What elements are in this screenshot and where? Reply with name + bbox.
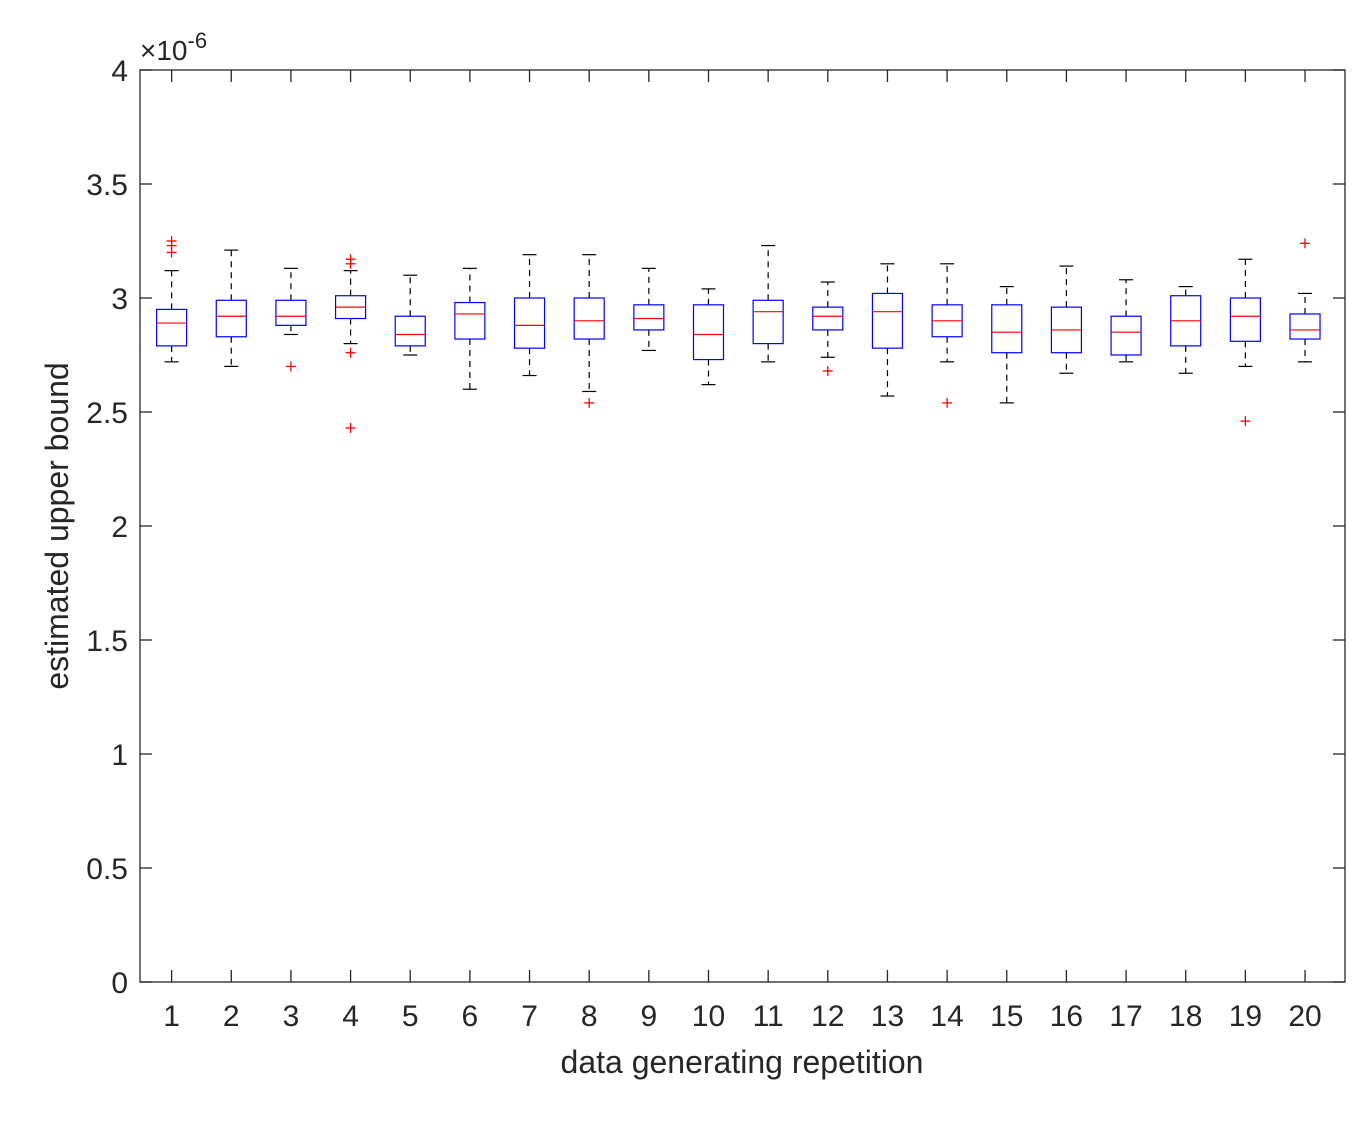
x-tick-label: 5: [402, 1000, 419, 1033]
box-7: [513, 254, 546, 377]
x-tick-label: 19: [1229, 1000, 1262, 1033]
x-tick-label: 11: [753, 1000, 784, 1033]
box-9: [633, 267, 665, 352]
x-tick-label: 18: [1169, 1000, 1202, 1033]
iqr-box: [275, 299, 307, 326]
x-tick-label: 3: [283, 1000, 300, 1033]
x-tick-label: 12: [811, 1000, 844, 1033]
box-15: [991, 286, 1023, 404]
y-tick-label: 0: [111, 967, 128, 1000]
y-axis-label: estimated upper bound: [39, 362, 75, 689]
box-1: [156, 236, 188, 363]
x-tick-label: 2: [223, 1000, 240, 1033]
box-3: [275, 267, 307, 372]
box-12: [812, 281, 844, 376]
box-2: [215, 249, 247, 367]
iqr-box: [215, 299, 247, 338]
outlier-marker: [345, 422, 356, 433]
x-tick-label: 20: [1288, 1000, 1321, 1033]
x-axis-label: data generating repetition: [561, 1044, 924, 1080]
box-4: [334, 254, 367, 433]
y-tick-label: 2.5: [86, 397, 128, 430]
outlier-marker: [584, 397, 595, 408]
x-tick-label: 15: [990, 1000, 1023, 1033]
box-20: [1289, 238, 1321, 363]
x-tick-label: 4: [342, 1000, 359, 1033]
iqr-box: [156, 308, 188, 347]
outlier-marker: [166, 236, 177, 246]
box-17: [1110, 279, 1142, 363]
x-tick-label: 6: [462, 1000, 479, 1033]
y-tick-label: 3.5: [86, 169, 128, 202]
iqr-box: [752, 299, 784, 345]
y-exponent-label: ×10-6: [140, 28, 207, 66]
y-tick-label: 1.5: [86, 625, 128, 658]
x-tick-label: 10: [692, 1000, 725, 1033]
x-tick-label: 7: [521, 1000, 538, 1033]
outlier-marker: [345, 347, 356, 358]
plot-area-frame: [139, 69, 1346, 983]
plot-marks: [156, 236, 1321, 433]
y-tick-label: 3: [111, 283, 128, 316]
iqr-box: [871, 292, 904, 349]
iqr-box: [633, 304, 665, 331]
x-tick-label: 8: [581, 1000, 598, 1033]
box-13: [871, 263, 904, 397]
box-19: [1229, 258, 1261, 427]
y-tick-label: 2: [111, 511, 128, 544]
y-tick-label: 0.5: [86, 853, 128, 886]
iqr-box: [1229, 297, 1261, 342]
iqr-box: [573, 297, 605, 340]
outlier-marker: [1300, 238, 1311, 249]
iqr-box: [454, 301, 486, 340]
box-10: [692, 288, 725, 386]
x-tick-label: 17: [1109, 1000, 1142, 1033]
box-18: [1170, 286, 1202, 374]
outlier-marker: [1240, 416, 1251, 427]
iqr-box: [513, 297, 546, 349]
x-tick-label: 16: [1050, 1000, 1083, 1033]
outlier-marker: [285, 361, 296, 372]
iqr-box: [394, 315, 426, 347]
box-6: [454, 267, 486, 390]
y-tick-label: 1: [111, 739, 128, 772]
iqr-box: [812, 306, 844, 331]
outlier-marker: [942, 397, 953, 408]
y-tick-label: 4: [111, 55, 128, 88]
box-8: [573, 254, 605, 408]
iqr-box: [692, 304, 725, 361]
box-14: [931, 263, 963, 408]
outlier-marker: [822, 365, 833, 376]
x-tick-label: 9: [641, 1000, 658, 1033]
box-16: [1050, 265, 1083, 374]
x-tick-label: 14: [930, 1000, 963, 1033]
iqr-box: [1110, 315, 1142, 356]
x-tick-label: 1: [163, 1000, 180, 1033]
outlier-marker: [345, 254, 356, 265]
iqr-box: [991, 304, 1023, 354]
axes: 00.511.522.533.541 2 3 4 5 6 7 8 9 10 11 12 13 14 15 16…: [86, 55, 1346, 1033]
iqr-box: [1289, 313, 1321, 340]
x-tick-label: 13: [871, 1000, 904, 1033]
box-11: [752, 244, 784, 363]
box-5: [394, 274, 426, 356]
